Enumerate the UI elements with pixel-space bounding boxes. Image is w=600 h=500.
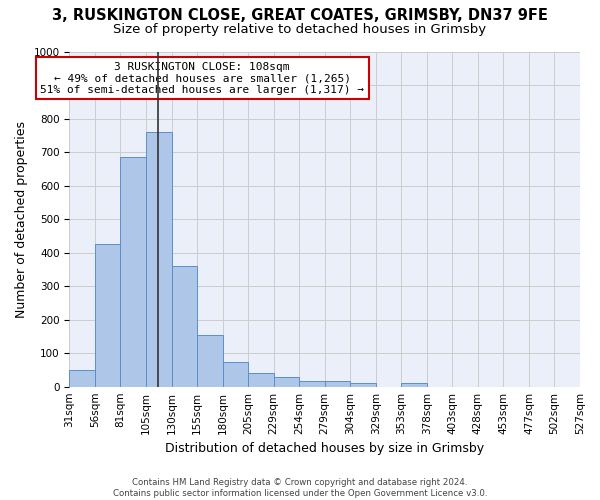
Bar: [325, 380, 350, 386]
Bar: [70, 370, 95, 386]
Text: 3 RUSKINGTON CLOSE: 108sqm
← 49% of detached houses are smaller (1,265)
51% of s: 3 RUSKINGTON CLOSE: 108sqm ← 49% of deta…: [40, 62, 364, 95]
Bar: [274, 376, 299, 386]
Bar: [299, 380, 325, 386]
Bar: [401, 384, 427, 386]
Bar: [350, 384, 376, 386]
Bar: [248, 374, 274, 386]
Bar: [197, 334, 223, 386]
Bar: [146, 132, 172, 386]
Text: 3, RUSKINGTON CLOSE, GREAT COATES, GRIMSBY, DN37 9FE: 3, RUSKINGTON CLOSE, GREAT COATES, GRIMS…: [52, 8, 548, 22]
Bar: [172, 266, 197, 386]
Bar: [95, 244, 121, 386]
Bar: [223, 362, 248, 386]
Text: Contains HM Land Registry data © Crown copyright and database right 2024.
Contai: Contains HM Land Registry data © Crown c…: [113, 478, 487, 498]
Bar: [121, 157, 146, 386]
Text: Size of property relative to detached houses in Grimsby: Size of property relative to detached ho…: [113, 22, 487, 36]
X-axis label: Distribution of detached houses by size in Grimsby: Distribution of detached houses by size …: [165, 442, 484, 455]
Y-axis label: Number of detached properties: Number of detached properties: [15, 120, 28, 318]
